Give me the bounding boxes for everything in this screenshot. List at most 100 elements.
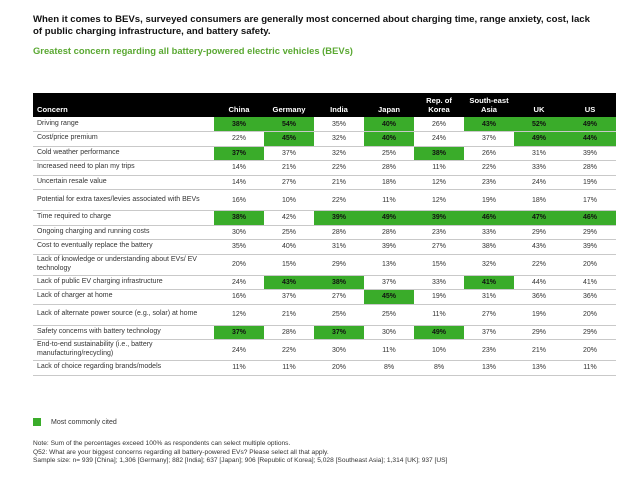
value-cell: 33%: [414, 275, 464, 290]
value-cell: 49%: [564, 117, 616, 132]
value-cell: 44%: [514, 275, 564, 290]
value-cell: 47%: [514, 210, 564, 226]
value-cell: 39%: [564, 239, 616, 255]
value-cell: 32%: [314, 146, 364, 161]
value-cell: 26%: [414, 117, 464, 132]
value-cell: 20%: [564, 304, 616, 326]
value-cell: 19%: [414, 289, 464, 305]
value-cell: 25%: [364, 304, 414, 326]
value-cell: 39%: [364, 239, 414, 255]
table-header-row: Concern China Germany India Japan Rep. of Ko…: [33, 93, 616, 117]
value-cell: 37%: [214, 146, 264, 161]
value-cell: 30%: [214, 225, 264, 240]
value-cell: 18%: [514, 189, 564, 211]
value-cell: 41%: [564, 275, 616, 290]
value-cell: 38%: [214, 117, 264, 132]
row-label: Cost/price premium: [33, 131, 214, 147]
row-label: Cold weather performance: [33, 146, 214, 161]
value-cell: 32%: [314, 131, 364, 147]
value-cell: 22%: [264, 339, 314, 361]
value-cell: 10%: [414, 339, 464, 361]
value-cell: 43%: [514, 239, 564, 255]
value-cell: 19%: [514, 304, 564, 326]
value-cell: 11%: [214, 360, 264, 376]
value-cell: 8%: [414, 360, 464, 376]
value-cell: 30%: [364, 325, 414, 340]
value-cell: 40%: [364, 131, 414, 147]
value-cell: 24%: [414, 131, 464, 147]
value-cell: 40%: [364, 117, 414, 132]
value-cell: 31%: [514, 146, 564, 161]
row-label: Safety concerns with battery technology: [33, 325, 214, 340]
value-cell: 33%: [514, 160, 564, 176]
value-cell: 26%: [464, 146, 514, 161]
column-header-japan: Japan: [364, 93, 414, 117]
row-label: End-to-end sustainability (i.e., battery…: [33, 339, 214, 361]
value-cell: 21%: [314, 175, 364, 190]
value-cell: 27%: [264, 175, 314, 190]
value-cell: 23%: [414, 225, 464, 240]
table-row: Cost/price premium 22% 45% 32% 40% 24% 37% 49% 4…: [33, 131, 616, 147]
row-label: Uncertain resale value: [33, 175, 214, 190]
value-cell: 40%: [264, 239, 314, 255]
value-cell: 20%: [564, 254, 616, 276]
table-row: Increased need to plan my trips 14% 21% 22%…: [33, 160, 616, 176]
column-header-us: US: [564, 93, 616, 117]
chart-title: When it comes to BEVs, surveyed consumer…: [33, 14, 590, 37]
value-cell: 12%: [214, 304, 264, 326]
value-cell: 42%: [264, 210, 314, 226]
value-cell: 13%: [364, 254, 414, 276]
value-cell: 41%: [464, 275, 514, 290]
value-cell: 38%: [214, 210, 264, 226]
legend: Most commonly cited: [33, 418, 117, 426]
value-cell: 10%: [264, 189, 314, 211]
value-cell: 11%: [414, 160, 464, 176]
value-cell: 12%: [414, 175, 464, 190]
value-cell: 13%: [514, 360, 564, 376]
value-cell: 19%: [564, 175, 616, 190]
value-cell: 43%: [264, 275, 314, 290]
value-cell: 37%: [264, 146, 314, 161]
value-cell: 29%: [564, 325, 616, 340]
value-cell: 33%: [464, 225, 514, 240]
value-cell: 52%: [514, 117, 564, 132]
value-cell: 22%: [214, 131, 264, 147]
value-cell: 15%: [414, 254, 464, 276]
table-row: Potential for extra taxes/levies associa…: [33, 189, 616, 211]
table-row: Cost to eventually replace the battery 35…: [33, 239, 616, 255]
column-header-rep-of-korea: Rep. of Korea: [414, 93, 464, 117]
value-cell: 22%: [464, 160, 514, 176]
table-row: End-to-end sustainability (i.e., battery…: [33, 339, 616, 361]
value-cell: 30%: [314, 339, 364, 361]
value-cell: 14%: [214, 175, 264, 190]
value-cell: 32%: [464, 254, 514, 276]
value-cell: 12%: [414, 189, 464, 211]
value-cell: 22%: [314, 160, 364, 176]
value-cell: 29%: [314, 254, 364, 276]
value-cell: 27%: [464, 304, 514, 326]
column-header-uk: UK: [514, 93, 564, 117]
table-row: Lack of public EV charging infrastructur…: [33, 275, 616, 290]
table-row: Lack of knowledge or understanding about…: [33, 254, 616, 276]
row-label: Increased need to plan my trips: [33, 160, 214, 176]
concern-table: Concern China Germany India Japan Rep. of Ko…: [33, 93, 616, 376]
value-cell: 29%: [564, 225, 616, 240]
value-cell: 28%: [564, 160, 616, 176]
value-cell: 24%: [514, 175, 564, 190]
value-cell: 37%: [264, 289, 314, 305]
note-line: Note: Sum of the percentages exceed 100%…: [33, 440, 291, 447]
row-label: Potential for extra taxes/levies associa…: [33, 189, 214, 211]
value-cell: 37%: [464, 325, 514, 340]
value-cell: 25%: [364, 146, 414, 161]
value-cell: 19%: [464, 189, 514, 211]
value-cell: 17%: [564, 189, 616, 211]
column-header-south-east-asia: South-east Asia: [464, 93, 514, 117]
column-header-concern: Concern: [33, 93, 214, 117]
value-cell: 18%: [364, 175, 414, 190]
row-label: Time required to charge: [33, 210, 214, 226]
value-cell: 43%: [464, 117, 514, 132]
value-cell: 49%: [414, 325, 464, 340]
value-cell: 23%: [464, 175, 514, 190]
value-cell: 54%: [264, 117, 314, 132]
value-cell: 29%: [514, 325, 564, 340]
